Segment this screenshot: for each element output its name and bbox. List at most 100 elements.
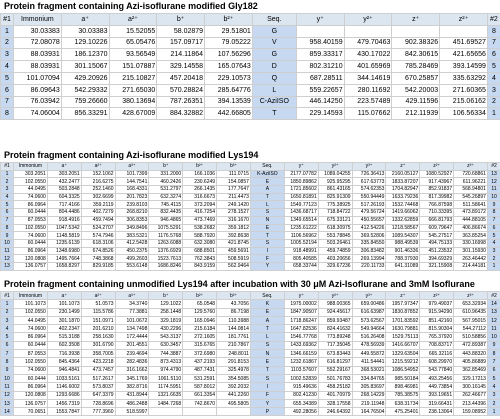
table-cell: 708.83717	[419, 340, 455, 351]
table-cell: 421.8745	[216, 238, 251, 248]
table-cell	[439, 24, 488, 38]
table-cell: 728.8696	[80, 398, 116, 409]
table-cell: 5	[0, 332, 14, 342]
table-cell: 86.0964	[13, 382, 48, 392]
table-cell: 915.49636	[283, 382, 319, 392]
table-cell: 720.68861	[453, 169, 488, 179]
ion-table: #1 Immonium a⁺ a²⁺ a³⁺ b⁺ b²⁺ b³⁺ Seq. y⁺ y²⁺ y³⁺ z⁺…	[0, 290, 500, 417]
table-cell: N	[249, 349, 285, 359]
table-cell: 946.4841	[46, 365, 82, 375]
table-cell: 223.57489	[343, 95, 393, 109]
table-cell: 102.0550	[13, 177, 48, 187]
table-cell: 429.20926	[60, 71, 110, 85]
table-cell: 79.05222	[204, 36, 253, 50]
table-cell: 1176.5768	[148, 231, 184, 240]
table-cell: 263.46442	[453, 254, 488, 263]
table-cell: 321.15908	[419, 261, 455, 271]
table-cell: 4	[0, 324, 14, 334]
table-cell: 785.28469	[391, 60, 441, 73]
table-cell: 499.2603	[114, 254, 150, 263]
column-header: y²⁺	[317, 290, 353, 301]
table-cell: 65.05476	[108, 36, 158, 50]
table-cell: 787.26351	[156, 95, 206, 109]
table-row: 2 102.0550 230.1499 115.5786 77.3881 258.1448…	[0, 307, 500, 317]
table-cell: 3	[486, 246, 500, 256]
table-cell: 918.4916	[46, 215, 82, 225]
table-cell: 632.3080	[182, 238, 218, 248]
table-cell: 6	[486, 48, 500, 62]
table-cell: 829.9185	[80, 261, 116, 271]
table-cell: 268.8210	[114, 208, 150, 217]
table-cell: 335.63292	[439, 71, 488, 85]
column-header: z³⁺	[453, 162, 488, 171]
table-cell: 382.8716	[114, 382, 150, 392]
table-cell: 106.56334	[439, 107, 488, 121]
table-cell: 553.6148	[114, 261, 150, 271]
table-cell: 602.3508	[46, 340, 82, 351]
table-cell: 1721.85602	[283, 185, 319, 194]
table-cell: 101.7399	[114, 169, 150, 179]
table-cell: 655.34389	[283, 398, 319, 409]
table-cell: 10	[486, 332, 500, 342]
table-cell: 362.85469	[453, 365, 488, 375]
table-cell: 12	[0, 254, 14, 263]
table-cell: E	[249, 223, 285, 233]
table-row: 12 120.0808 1495.7664 748.3868 499.2603 1523.…	[0, 254, 500, 263]
table-cell: 111.0715	[216, 169, 251, 179]
table-cell: 444.88105	[453, 215, 488, 225]
table-cell: 354.5085	[216, 373, 251, 384]
table-cell: 1033.5161	[46, 373, 82, 384]
table-cell: 451.23532	[419, 246, 455, 256]
table-cell: 856.33291	[60, 107, 110, 121]
table-cell: 110.3988	[216, 315, 251, 326]
table-cell: 988.00365	[317, 299, 353, 309]
table-cell: 151.07887	[108, 60, 158, 73]
table-cell: 531.2797	[148, 185, 184, 194]
table-cell: 1523.7613	[148, 254, 184, 263]
table-cell: 573.62567	[351, 315, 387, 326]
table-cell: 216.6275	[80, 177, 116, 187]
table-cell: 1647.82536	[283, 324, 319, 334]
column-header: #2	[486, 290, 500, 301]
table-cell: 102.0550	[13, 307, 48, 317]
table-cell: 1833.87207	[385, 177, 421, 187]
table-cell: 550.94449	[351, 192, 387, 202]
table-cell: 775.38925	[317, 200, 353, 210]
table-cell: 215.06162	[439, 95, 488, 109]
table-cell: 1232.61867	[283, 357, 319, 367]
table-row: 9 74.0600 1148.5819 574.7946 383.5321 1176.57…	[0, 231, 500, 240]
table-cell: 12	[486, 315, 500, 326]
table-cell: L	[251, 83, 297, 97]
table-cell: 777.3960	[80, 407, 116, 417]
table-cell: 215.10827	[108, 71, 158, 85]
table-cell: 301.15067	[60, 60, 110, 73]
table-cell: 10	[486, 192, 500, 202]
table-cell: 74.0600	[13, 365, 48, 375]
table-row: 6 60.0444 804.4486 402.7279 268.8210 832.4435…	[0, 208, 500, 217]
table-row: 1 101.1073 101.1073 51.0573 34.3740 129.1022 6…	[0, 299, 500, 309]
table-cell: 1456.7319	[46, 398, 82, 409]
table-cell: 2160.05127	[385, 169, 421, 179]
table-cell: 6	[0, 340, 14, 351]
table-cell: P	[249, 407, 285, 417]
table-cell: 373.2094	[182, 200, 218, 210]
table-cell: 303.2051	[46, 169, 82, 179]
table-cell: 658.33744	[283, 261, 319, 271]
table-row: 13 136.0757 1658.8297 829.9185 553.6148 1686.…	[0, 261, 500, 271]
table-row: 9 74.0600 946.4841 473.7457 316.1662 974.4790…	[0, 365, 500, 375]
column-header: y⁺	[283, 162, 319, 171]
table-cell: 271.65030	[108, 83, 158, 97]
column-header: a²⁺	[80, 290, 116, 301]
table-cell: 393.19651	[419, 390, 455, 400]
table-cell: 805.40585	[283, 254, 319, 263]
table-cell: 405.86889	[453, 357, 488, 367]
table-cell: 229.14593	[295, 107, 345, 121]
table-cell	[182, 407, 218, 417]
table-cell: 2177.07782	[283, 169, 319, 179]
table-cell: 884.32882	[156, 107, 206, 121]
table-row: 3 44.0495 301.1870 151.0971 101.0672 329.1819…	[0, 315, 500, 326]
table-row: 1 303.2051 303.2051 152.1062 101.7399 331.200…	[0, 169, 500, 179]
table-cell: 1146.6002	[46, 382, 82, 392]
table-cell: 29.51801	[204, 24, 253, 38]
